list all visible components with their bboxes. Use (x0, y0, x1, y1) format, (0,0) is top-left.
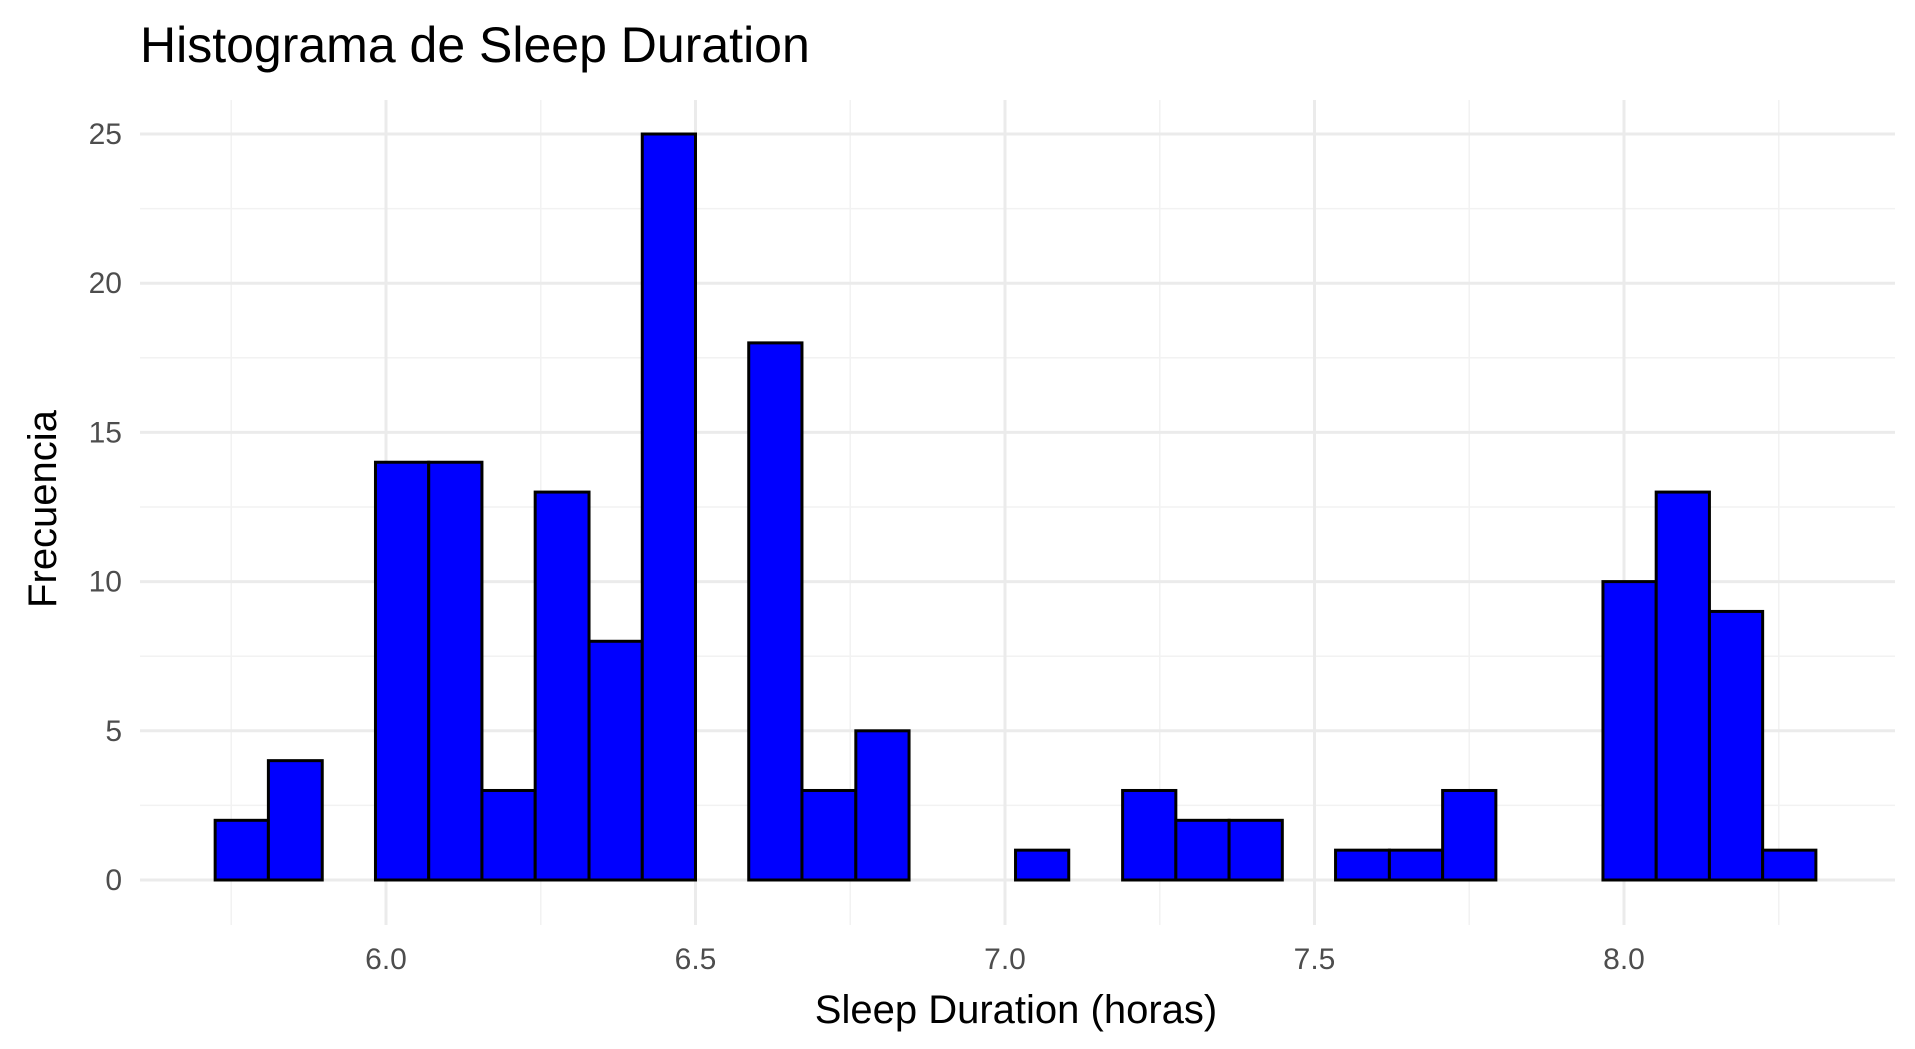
histogram-bar (587, 639, 644, 882)
histogram-bar (1601, 580, 1658, 882)
x-axis-ticks: 6.0 6.5 7.0 7.5 8.0 (365, 943, 1645, 976)
histogram-bar (1387, 848, 1445, 882)
y-tick-label: 0 (105, 864, 122, 897)
y-axis-title: Frecuencia (21, 409, 65, 608)
histogram-bar (1227, 818, 1284, 882)
x-tick-label: 6.5 (675, 943, 717, 976)
x-tick-label: 7.0 (984, 943, 1026, 976)
histogram-bar (533, 490, 591, 882)
x-tick-label: 6.0 (365, 943, 407, 976)
y-axis-ticks: 0 5 10 15 20 25 (89, 118, 122, 897)
histogram-bar (1334, 848, 1391, 882)
histogram-bar (640, 132, 697, 882)
histogram-bar (1707, 609, 1765, 882)
histogram-bar (800, 788, 858, 882)
histogram-bar (1014, 848, 1071, 882)
y-tick-label: 15 (89, 416, 122, 449)
histogram-bar (373, 460, 431, 882)
y-tick-label: 20 (89, 267, 122, 300)
histogram-bar (1654, 490, 1711, 882)
histogram-bar (1441, 788, 1498, 882)
histogram-bar (266, 759, 324, 882)
histogram-bar (747, 341, 804, 882)
y-tick-label: 25 (89, 118, 122, 151)
x-axis-title: Sleep Duration (horas) (815, 988, 1217, 1032)
y-tick-label: 5 (105, 715, 122, 748)
histogram-bars (213, 132, 1818, 882)
histogram-bar (213, 818, 270, 882)
histogram-bar (854, 729, 911, 882)
histogram-bar (427, 460, 484, 882)
histogram-bar (1761, 848, 1818, 882)
x-tick-label: 7.5 (1294, 943, 1336, 976)
histogram-bar (1121, 788, 1178, 882)
chart-title: Histograma de Sleep Duration (140, 17, 810, 73)
x-tick-label: 8.0 (1603, 943, 1645, 976)
histogram-bar (1174, 818, 1231, 882)
histogram-bar (480, 788, 537, 882)
y-tick-label: 10 (89, 566, 122, 599)
